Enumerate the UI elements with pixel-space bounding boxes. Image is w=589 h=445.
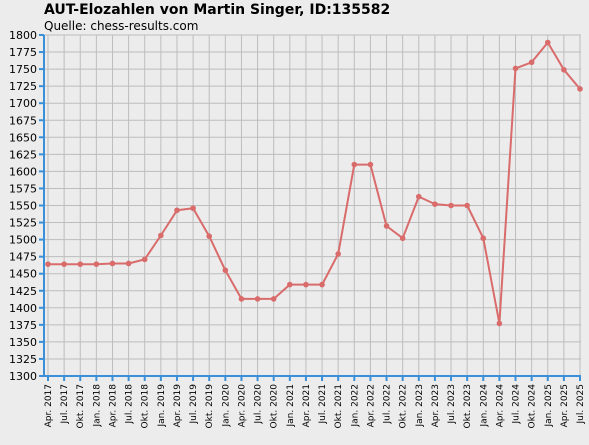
data-point (399, 235, 406, 242)
series-line (48, 41, 581, 325)
y-tick-label: 1750 (9, 63, 37, 76)
x-tick-label: Apr. 2017 (44, 384, 54, 427)
y-tick-label: 1675 (9, 114, 37, 127)
x-tick-label: Jan. 2021 (286, 384, 296, 428)
y-tick-label: 1775 (9, 46, 37, 59)
x-tick-label: Apr. 2021 (302, 384, 312, 427)
data-point (61, 261, 67, 267)
y-tick-label: 1600 (9, 165, 37, 178)
data-point (93, 261, 100, 267)
data-point (480, 235, 487, 242)
x-tick-label: Jan. 2022 (350, 384, 360, 428)
y-tick-label: 1450 (9, 268, 37, 281)
x-tick-label: Jul. 2019 (189, 384, 199, 425)
y-tick-label: 1500 (9, 234, 37, 247)
data-point (319, 281, 325, 288)
x-tick-label: Okt. 2023 (463, 384, 473, 428)
y-tick-label: 1700 (9, 97, 37, 110)
y-tick-label: 1475 (9, 251, 37, 264)
x-tick-label: Jan. 2023 (415, 384, 425, 428)
data-point (270, 296, 277, 302)
y-tick-label: 1625 (9, 148, 37, 161)
data-point (238, 296, 245, 302)
data-point (496, 320, 503, 327)
data-point (544, 39, 551, 46)
x-tick-label: Jan. 2020 (221, 384, 231, 428)
data-point (528, 59, 535, 66)
y-tick-label: 1325 (9, 353, 37, 366)
data-point (190, 205, 196, 212)
data-point (287, 281, 293, 288)
data-point (367, 161, 374, 168)
y-tick-label: 1650 (9, 131, 37, 144)
data-point (432, 201, 438, 207)
y-tick-label: 1375 (9, 319, 37, 332)
y-tick-label: 1550 (9, 200, 37, 213)
x-tick-label: Apr. 2025 (560, 384, 570, 427)
data-point (577, 86, 583, 92)
y-tick-label: 1425 (9, 285, 37, 298)
x-tick-label: Okt. 2019 (205, 384, 215, 429)
x-tick-label: Jul. 2018 (125, 384, 135, 425)
x-tick-label: Apr. 2019 (173, 384, 183, 428)
data-point (561, 66, 567, 73)
data-point (303, 281, 309, 288)
y-tick-label: 1300 (9, 370, 37, 383)
x-tick-label: Okt. 2024 (528, 384, 538, 429)
x-tick-label: Apr. 2024 (495, 384, 505, 428)
data-point (222, 267, 229, 274)
y-tick-label: 1575 (9, 182, 37, 195)
x-tick-label: Okt. 2022 (399, 384, 409, 428)
data-point (383, 223, 390, 229)
data-point (254, 296, 261, 302)
data-point (141, 256, 148, 263)
y-tick-label: 1800 (9, 29, 37, 42)
x-tick-label: Jul. 2021 (318, 384, 328, 425)
x-tick-label: Apr. 2023 (431, 384, 441, 427)
data-point (174, 207, 180, 214)
x-tick-label: Okt. 2021 (334, 384, 344, 428)
x-tick-label: Jul. 2020 (254, 384, 264, 425)
y-tick-label: 1725 (9, 80, 37, 93)
x-tick-label: Jul. 2017 (60, 384, 70, 425)
x-tick-label: Jul. 2025 (576, 384, 586, 425)
x-tick-label: Okt. 2020 (270, 384, 280, 429)
chart-subtitle: Quelle: chess-results.com (44, 19, 199, 33)
data-point (448, 202, 454, 209)
y-tick-label: 1400 (9, 302, 37, 315)
y-tick-label: 1350 (9, 336, 37, 349)
x-tick-label: Okt. 2017 (76, 384, 86, 428)
x-tick-label: Jul. 2024 (512, 384, 522, 425)
x-tick-label: Jan. 2024 (479, 384, 489, 428)
x-tick-label: Apr. 2022 (366, 384, 376, 427)
x-tick-label: Jan. 2018 (92, 384, 102, 428)
y-tick-label: 1525 (9, 217, 37, 230)
data-point (45, 261, 51, 267)
x-tick-label: Apr. 2020 (237, 384, 247, 428)
data-point (109, 260, 116, 267)
data-point (335, 251, 341, 257)
data-point (351, 161, 358, 168)
x-tick-label: Jul. 2023 (447, 384, 457, 425)
data-point (125, 260, 132, 267)
x-tick-label: Jul. 2022 (383, 384, 393, 425)
data-point (77, 261, 84, 267)
x-tick-label: Jan. 2025 (544, 384, 554, 428)
data-point (415, 193, 422, 200)
data-point (158, 232, 164, 239)
x-tick-label: Okt. 2018 (141, 384, 151, 429)
x-tick-label: Jan. 2019 (157, 384, 167, 428)
x-tick-label: Apr. 2018 (108, 384, 118, 428)
data-point (206, 233, 213, 239)
chart-title: AUT-Elozahlen von Martin Singer, ID:1355… (44, 2, 391, 18)
data-point (464, 202, 470, 209)
data-point (512, 65, 519, 72)
